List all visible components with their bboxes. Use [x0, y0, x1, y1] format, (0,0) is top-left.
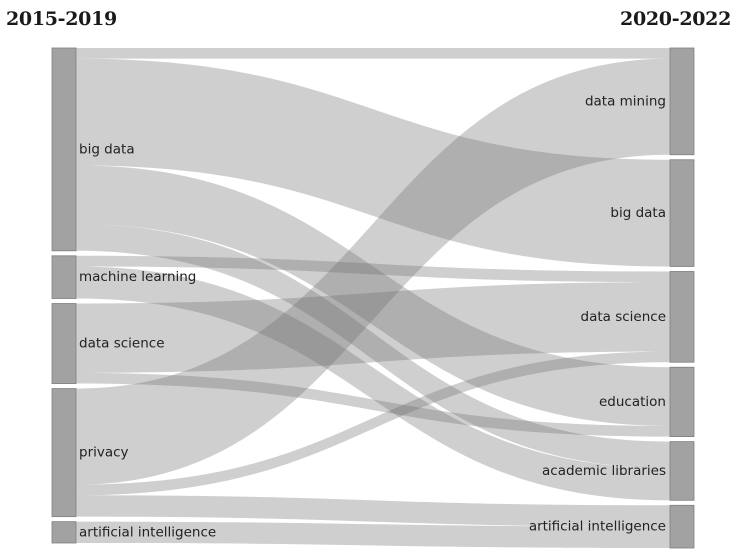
right-node-academic-libraries — [669, 441, 695, 501]
left-node-artificial-intelligence — [51, 521, 77, 544]
right-node-data-mining — [669, 47, 695, 156]
link-big-data-to-academic-libraries — [76, 224, 670, 469]
left-label-data-science: data science — [79, 336, 165, 352]
link-big-data-to-big-data — [76, 58, 670, 267]
right-node-artificial-intelligence — [669, 504, 695, 549]
right-label-education: education — [599, 394, 666, 410]
right-label-data-science: data science — [581, 309, 667, 325]
left-label-big-data: big data — [79, 141, 135, 157]
left-label-privacy: privacy — [79, 445, 129, 461]
right-node-big-data — [669, 159, 695, 267]
link-artificial-intelligence-to-artificial-intelligence — [76, 521, 670, 548]
right-label-academic-libraries: academic libraries — [542, 463, 666, 479]
link-machine-learning-to-data-science — [76, 255, 670, 283]
left-node-machine-learning — [51, 255, 77, 299]
link-big-data-to-education — [76, 165, 670, 426]
right-node-education — [669, 366, 695, 437]
right-node-data-science — [669, 271, 695, 363]
labels-layer: big data machine learning data science priv… — [79, 93, 666, 540]
link-privacy-to-artificial-intelligence — [76, 495, 670, 527]
right-label-big-data: big data — [610, 205, 666, 221]
left-label-machine-learning: machine learning — [79, 269, 196, 285]
right-label-data-mining: data mining — [585, 93, 666, 109]
right-period-title: 2020-2022 — [620, 8, 731, 30]
links-layer — [76, 48, 670, 548]
link-machine-learning-to-academic-libraries — [76, 266, 670, 501]
left-label-artificial-intelligence: artificial intelligence — [79, 524, 216, 540]
left-node-data-science — [51, 303, 77, 384]
left-node-big-data — [51, 47, 77, 252]
right-label-artificial-intelligence: artificial intelligence — [529, 519, 666, 535]
left-period-title: 2015-2019 — [6, 8, 117, 30]
nodes-layer — [51, 47, 695, 549]
link-big-data-to-data-mining — [76, 48, 670, 59]
link-privacy-to-data-science — [76, 351, 670, 496]
left-node-privacy — [51, 388, 77, 518]
link-privacy-to-data-mining — [76, 58, 670, 485]
link-data-science-to-data-science — [76, 282, 670, 373]
link-data-science-to-education — [76, 372, 670, 437]
